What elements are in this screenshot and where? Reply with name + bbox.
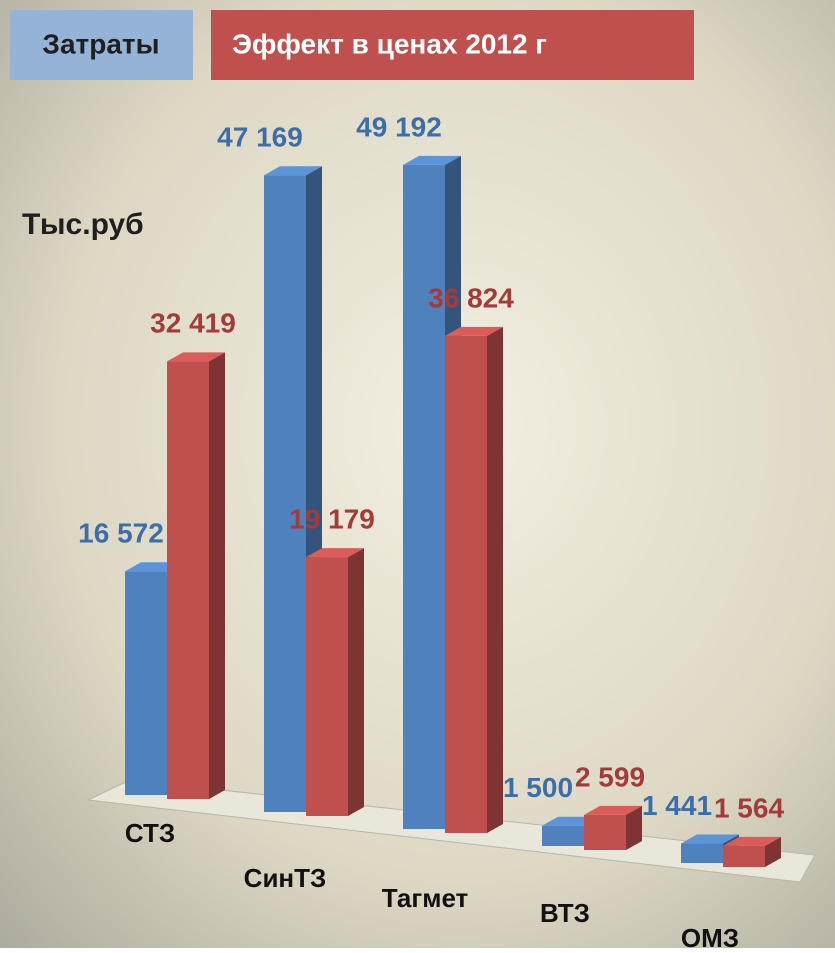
bar-front	[167, 361, 209, 799]
bar-front	[723, 845, 765, 867]
value-label: 47 169	[217, 122, 303, 153]
bar-side	[626, 805, 642, 850]
bar-front	[306, 557, 348, 816]
x-tick-label: СТЗ	[125, 818, 175, 848]
bar-top	[681, 834, 739, 844]
x-tick-label: СинТЗ	[244, 863, 327, 893]
bar-top	[306, 548, 364, 558]
bar-side	[209, 352, 225, 799]
bar-top	[584, 805, 642, 815]
bar	[584, 805, 642, 850]
bar-front	[584, 814, 626, 850]
legend-swatch	[211, 10, 694, 80]
bar-front	[264, 175, 306, 812]
legend-swatch	[10, 10, 193, 80]
bar-top	[445, 326, 503, 336]
bar-side	[765, 836, 781, 867]
value-label: 32 419	[150, 308, 236, 339]
bar-front	[403, 164, 445, 829]
bar-side	[348, 548, 364, 816]
value-label: 16 572	[78, 518, 164, 549]
bar-top	[264, 166, 322, 176]
bar	[445, 326, 503, 833]
axis-label: Тыс.руб	[22, 208, 144, 241]
value-label: 2 599	[575, 761, 645, 792]
bar	[167, 352, 225, 799]
bar	[306, 548, 364, 816]
value-label: 49 192	[356, 111, 442, 142]
value-label: 36 824	[428, 282, 514, 313]
x-tick-label: ОМЗ	[681, 923, 739, 948]
bar-front	[681, 843, 723, 863]
legend-label: Затраты	[42, 28, 159, 59]
bar-front	[125, 571, 167, 795]
bar-side	[487, 326, 503, 833]
value-label: 19 179	[289, 503, 375, 534]
bar	[723, 836, 781, 867]
value-label: 1 441	[642, 790, 712, 821]
bar-top	[723, 836, 781, 846]
x-tick-label: Тагмет	[382, 883, 469, 913]
bar-front	[542, 825, 584, 846]
bar-top	[403, 155, 461, 165]
x-tick-label: ВТЗ	[540, 898, 590, 928]
bar-top	[167, 352, 225, 362]
value-label: 1 564	[714, 792, 784, 823]
legend-label: Эффект в ценах 2012 г	[232, 28, 547, 59]
bar-front	[445, 335, 487, 833]
value-label: 1 500	[503, 772, 573, 803]
